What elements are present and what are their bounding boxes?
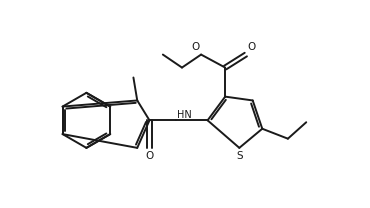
Text: S: S xyxy=(237,151,243,161)
Text: O: O xyxy=(145,151,154,161)
Text: O: O xyxy=(191,42,199,52)
Text: HN: HN xyxy=(176,110,191,120)
Text: O: O xyxy=(248,42,256,52)
